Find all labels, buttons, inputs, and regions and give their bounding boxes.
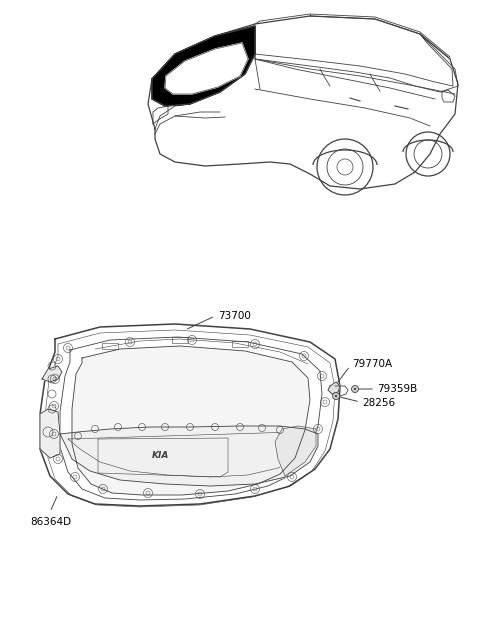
Circle shape bbox=[333, 392, 339, 399]
Text: 79770A: 79770A bbox=[352, 359, 392, 369]
Polygon shape bbox=[165, 43, 248, 94]
Circle shape bbox=[335, 395, 337, 397]
Text: KIA: KIA bbox=[151, 451, 168, 460]
Polygon shape bbox=[328, 382, 340, 394]
Polygon shape bbox=[42, 366, 62, 382]
Text: 28256: 28256 bbox=[362, 398, 395, 408]
Text: 79359B: 79359B bbox=[377, 384, 417, 394]
Circle shape bbox=[351, 385, 359, 392]
Polygon shape bbox=[152, 26, 255, 106]
Text: 73700: 73700 bbox=[218, 311, 251, 321]
Polygon shape bbox=[72, 346, 310, 495]
Polygon shape bbox=[275, 426, 316, 476]
Polygon shape bbox=[60, 426, 318, 486]
Circle shape bbox=[354, 388, 356, 390]
Text: 86364D: 86364D bbox=[30, 517, 71, 527]
Polygon shape bbox=[40, 409, 60, 458]
